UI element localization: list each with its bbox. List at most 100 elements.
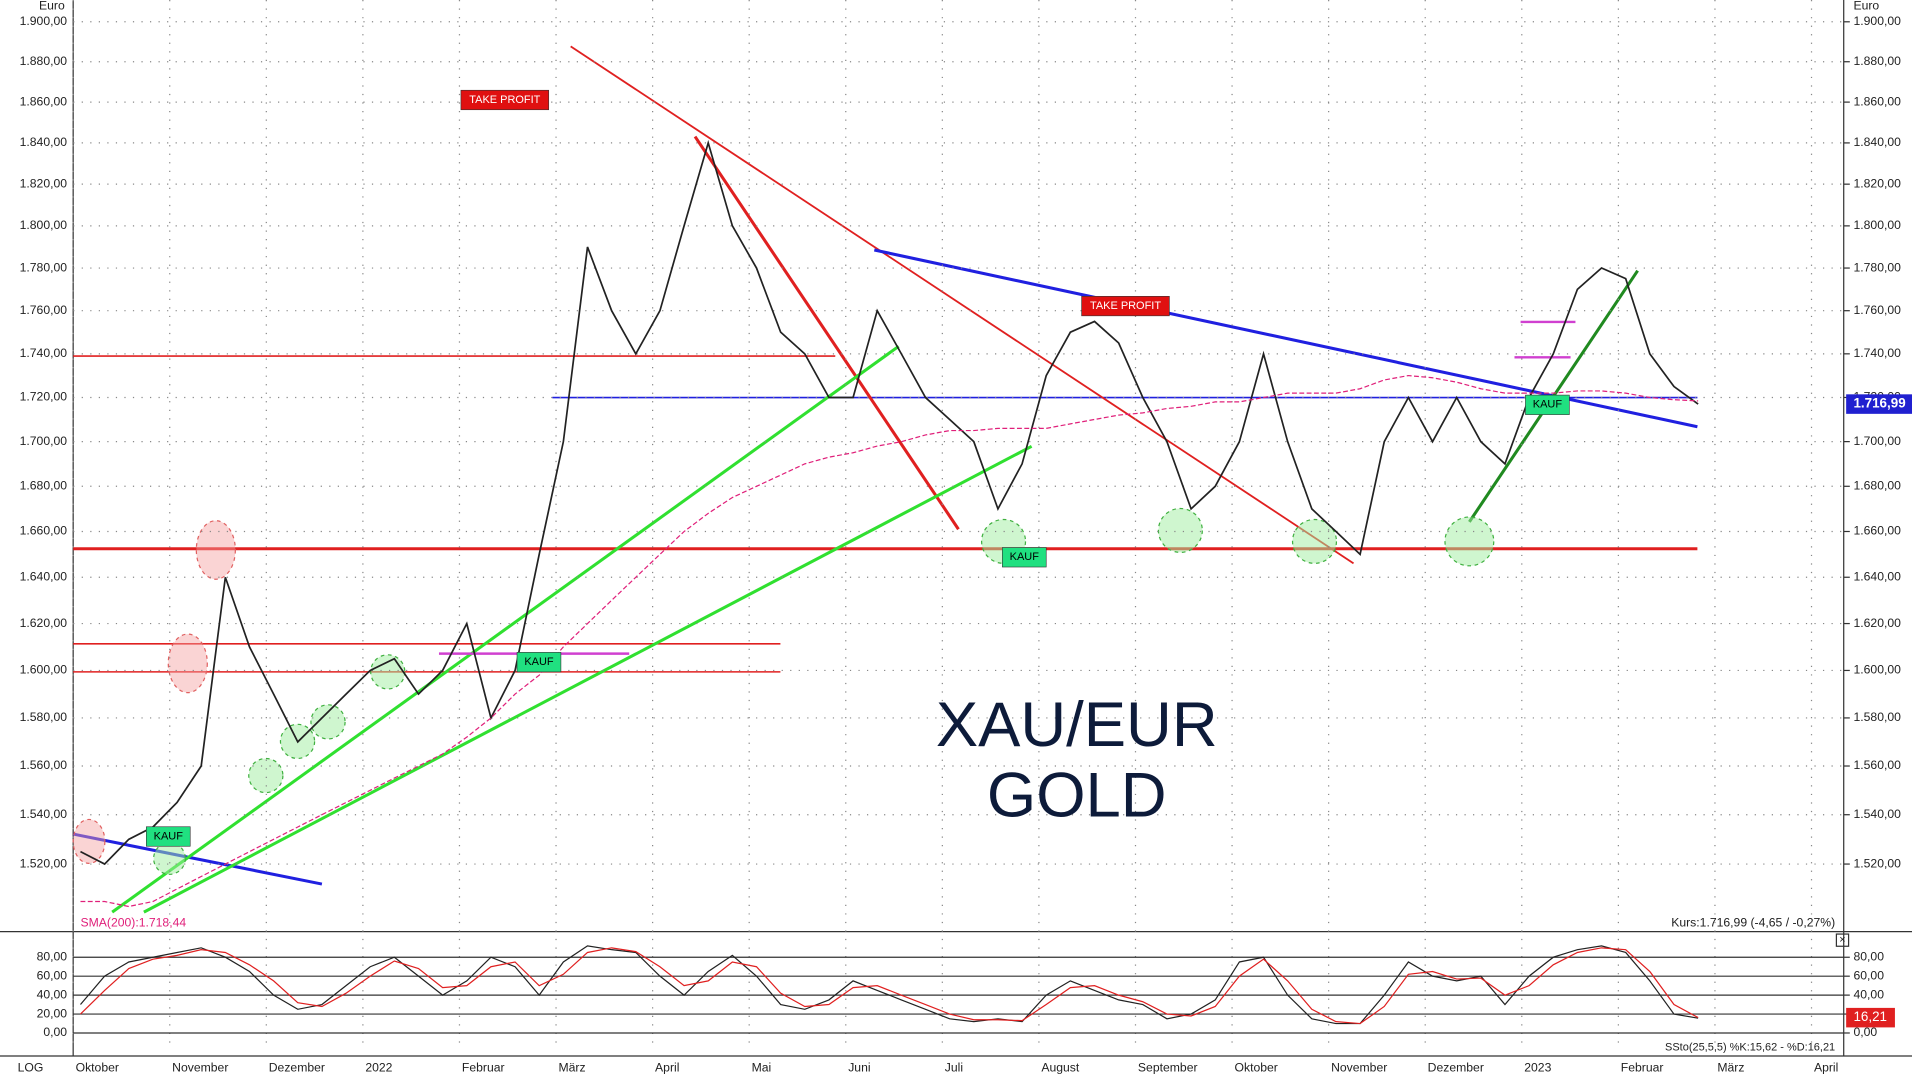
y-tick-label-right: 1.540,00 <box>1853 807 1901 821</box>
y-tick-label: 1.680,00 <box>20 479 68 493</box>
y-tick-label-right: 1.900,00 <box>1853 14 1901 28</box>
annotation: KAUF <box>1533 399 1563 411</box>
y-tick-label-right: 1.660,00 <box>1853 524 1901 538</box>
sma-legend: SMA(200):1.718,44 <box>80 915 186 929</box>
y-tick-label-right: 1.740,00 <box>1853 346 1901 360</box>
y-tick-label: 1.640,00 <box>20 569 68 583</box>
x-tick-label: 2022 <box>365 1060 392 1074</box>
y-tick-label-right: 1.880,00 <box>1853 54 1901 68</box>
x-tick-label: März <box>558 1060 585 1074</box>
annotation-box <box>460 89 550 111</box>
chart-title: GOLD <box>987 761 1167 831</box>
y-tick-label: 1.660,00 <box>20 524 68 538</box>
y-tick-label: 1.580,00 <box>20 710 68 724</box>
stoch-legend: SSto(25,5,5) %K:15,62 - %D:16,21 <box>1665 1041 1835 1053</box>
y-tick-label: 1.560,00 <box>20 758 68 772</box>
y-tick-label: 1.760,00 <box>20 303 68 317</box>
price-tag <box>1846 394 1912 414</box>
x-tick-label: Februar <box>1621 1060 1664 1074</box>
y-tick-label: 1.700,00 <box>20 434 68 448</box>
y-tick-label: 1.840,00 <box>20 135 68 149</box>
series-line <box>80 945 1699 1025</box>
annotation: TAKE PROFIT <box>469 94 540 106</box>
x-tick-label: Oktober <box>76 1060 119 1074</box>
y-tick-label-right: 1.680,00 <box>1853 479 1901 493</box>
y-tick-label: 1.880,00 <box>20 54 68 68</box>
y-tick-label-right: 1.560,00 <box>1853 758 1901 772</box>
x-tick-label: Dezember <box>1428 1060 1484 1074</box>
annotation: KAUF <box>154 830 184 842</box>
y-tick-label-right: 1.520,00 <box>1853 856 1901 870</box>
x-tick-label: März <box>1717 1060 1744 1074</box>
y-tick-label-right: 80,00 <box>1853 949 1884 963</box>
annotation-box <box>1525 394 1570 415</box>
x-tick-label: Dezember <box>269 1060 325 1074</box>
y-tick-label: 1.620,00 <box>20 616 68 630</box>
x-tick-label: Juli <box>945 1060 963 1074</box>
annotation: KAUF <box>524 656 554 668</box>
x-tick-label: Juni <box>848 1060 870 1074</box>
close-button[interactable] <box>1835 933 1850 947</box>
series-line <box>80 947 1699 1025</box>
y-tick-label: 1.900,00 <box>20 14 68 28</box>
annotation: KAUF <box>1010 551 1040 563</box>
y-tick-label-right: 1.820,00 <box>1853 176 1901 190</box>
y-tick-label: 80,00 <box>37 949 68 963</box>
x-tick-label: November <box>172 1060 228 1074</box>
y-tick-label: 60,00 <box>37 968 68 982</box>
y-tick-label: 1.600,00 <box>20 663 68 677</box>
x-tick-label: November <box>1331 1060 1387 1074</box>
x-tick-label: 2023 <box>1524 1060 1551 1074</box>
y-tick-label: 1.720,00 <box>20 390 68 404</box>
annotation-box <box>1081 296 1170 317</box>
y-tick-label: 1.800,00 <box>20 218 68 232</box>
x-tick-label: Oktober <box>1235 1060 1278 1074</box>
close-icon[interactable]: × <box>1839 934 1845 946</box>
y-tick-label: 1.520,00 <box>20 856 68 870</box>
drawings <box>72 45 1698 914</box>
y-tick-label: 40,00 <box>37 987 68 1001</box>
quote: Kurs:1.716,99 (-4,65 / -0,27%) <box>1671 915 1835 929</box>
x-tick-label: August <box>1041 1060 1080 1074</box>
y-tick-label-right: 1.780,00 <box>1853 260 1901 274</box>
y-tick-label-right: 1.800,00 <box>1853 218 1901 232</box>
y-tick-label-right: 1.580,00 <box>1853 710 1901 724</box>
x-tick-label: April <box>655 1060 679 1074</box>
x-tick-label: Februar <box>462 1060 505 1074</box>
y-tick-label-right: 1.840,00 <box>1853 135 1901 149</box>
annotation-box <box>1002 547 1047 568</box>
y-tick-label-right: 60,00 <box>1853 968 1884 982</box>
series-line <box>80 139 1699 866</box>
x-tick-label: Mai <box>752 1060 772 1074</box>
y-axis-label: Euro <box>39 0 65 12</box>
y-tick-label: 1.780,00 <box>20 260 68 274</box>
x-tick-label: September <box>1138 1060 1198 1074</box>
annotation: TAKE PROFIT <box>1090 300 1161 312</box>
x-tick-label: April <box>1814 1060 1838 1074</box>
scale-label: LOG <box>18 1060 44 1074</box>
series-line <box>80 374 1699 908</box>
annotation-box <box>146 826 191 847</box>
y-tick-label-right: 1.620,00 <box>1853 616 1901 630</box>
y-tick-label: 1.740,00 <box>20 346 68 360</box>
y-tick-label-right: 40,00 <box>1853 987 1884 1001</box>
y-tick-label-right: 1.860,00 <box>1853 94 1901 108</box>
y-tick-label-right: 1.760,00 <box>1853 303 1901 317</box>
stoch-tag <box>1846 1007 1895 1028</box>
stoch-tag-label: 16,21 <box>1853 1009 1887 1024</box>
price-tag-label: 1.716,99 <box>1853 396 1905 411</box>
y-tick-label: 1.860,00 <box>20 94 68 108</box>
y-tick-label-right: 1.700,00 <box>1853 434 1901 448</box>
y-tick-label: 0,00 <box>43 1025 67 1039</box>
y-tick-label: 1.540,00 <box>20 807 68 821</box>
y-tick-label-right: 1.640,00 <box>1853 569 1901 583</box>
y-tick-label: 1.820,00 <box>20 176 68 190</box>
y-tick-label: 20,00 <box>37 1006 68 1020</box>
annotation-box <box>516 652 562 673</box>
chart-title: XAU/EUR <box>936 690 1218 760</box>
y-tick-label-right: 0,00 <box>1853 1025 1877 1039</box>
y-axis-label-right: Euro <box>1853 0 1879 12</box>
y-tick-label-right: 1.600,00 <box>1853 663 1901 677</box>
